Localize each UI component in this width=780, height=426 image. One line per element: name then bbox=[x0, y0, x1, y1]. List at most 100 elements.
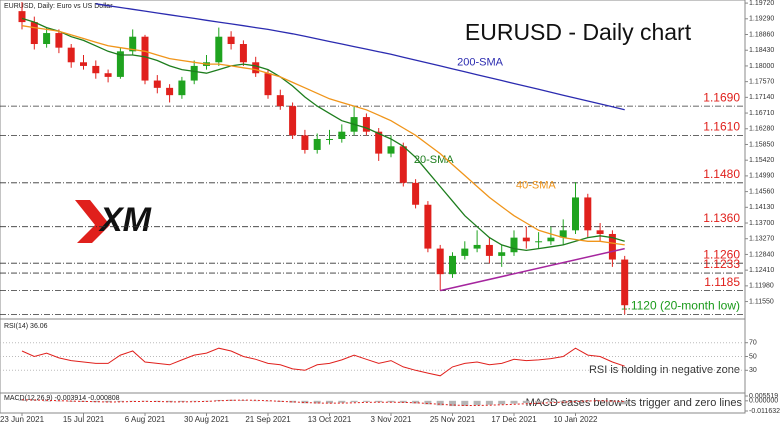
chart-subtitle: EURUSD, Daily: Euro vs US Dollar bbox=[4, 3, 113, 10]
sma-line bbox=[21, 17, 625, 252]
y-tick-label: 70 bbox=[749, 340, 757, 347]
sma-line bbox=[21, 25, 625, 246]
x-tick-label: 23 Jun 2021 bbox=[0, 415, 45, 424]
macd-bar bbox=[166, 400, 174, 403]
candle-body bbox=[264, 73, 272, 96]
macd-bar bbox=[399, 400, 407, 403]
macd-bar bbox=[301, 400, 309, 404]
candle-body bbox=[375, 131, 383, 154]
level-label: 1.1185 bbox=[704, 275, 740, 289]
candle-body bbox=[215, 36, 223, 63]
macd-bar bbox=[436, 400, 444, 406]
candle-body bbox=[399, 146, 407, 183]
y-tick-label: 1.13270 bbox=[749, 236, 774, 243]
macd-bar bbox=[608, 400, 616, 403]
level-label: 1.1360 bbox=[703, 211, 740, 225]
candle-body bbox=[485, 244, 493, 256]
macd-bar bbox=[30, 400, 38, 401]
x-tick-label: 13 Oct 2021 bbox=[308, 415, 352, 424]
y-tick-label: 1.11980 bbox=[749, 283, 774, 290]
y-tick-label: 0.000000 bbox=[749, 398, 778, 405]
candle-body bbox=[301, 135, 309, 150]
x-tick-label: 30 Aug 2021 bbox=[184, 415, 229, 424]
candle-body bbox=[55, 33, 63, 48]
x-tick-label: 3 Nov 2021 bbox=[371, 415, 412, 424]
candle-body bbox=[547, 237, 555, 242]
macd-bar bbox=[313, 400, 321, 404]
annotation: MACD eases below its trigger and zero li… bbox=[526, 397, 743, 409]
candle-body bbox=[276, 95, 284, 107]
y-tick-label: 1.17570 bbox=[749, 78, 774, 85]
candle-body bbox=[473, 244, 481, 249]
macd-bar bbox=[190, 400, 198, 402]
candle-body bbox=[116, 51, 124, 77]
y-tick-label: 1.16280 bbox=[749, 126, 774, 133]
candle-body bbox=[190, 65, 198, 81]
panel-label: RSI(14) 36.06 bbox=[4, 323, 48, 330]
macd-bar bbox=[424, 400, 432, 405]
y-tick-label: 30 bbox=[749, 367, 757, 374]
candle-body bbox=[252, 62, 260, 74]
candle-body bbox=[522, 237, 530, 242]
candle-body bbox=[178, 80, 186, 96]
candle-body bbox=[621, 259, 629, 306]
macd-bar bbox=[387, 400, 395, 403]
signal-line bbox=[21, 399, 625, 406]
macd-bar bbox=[18, 399, 26, 401]
macd-bar bbox=[252, 400, 260, 402]
macd-bar bbox=[498, 400, 506, 405]
trendline bbox=[440, 247, 625, 292]
candle-body bbox=[559, 230, 567, 238]
x-tick-label: 21 Sep 2021 bbox=[245, 415, 291, 424]
y-tick-label: 1.12410 bbox=[749, 267, 774, 274]
y-tick-label: 50 bbox=[749, 353, 757, 360]
candle-body bbox=[80, 62, 87, 66]
macd-bar bbox=[559, 400, 567, 402]
x-tick-label: 25 Nov 2021 bbox=[430, 415, 476, 424]
candle-body bbox=[166, 87, 174, 96]
x-tick-label: 10 Jan 2022 bbox=[553, 415, 598, 424]
macd-bar bbox=[362, 400, 370, 402]
level-label: 1.1260 bbox=[703, 247, 740, 261]
y-tick-label: 1.17140 bbox=[749, 94, 774, 101]
candle-body bbox=[362, 117, 370, 132]
macd-bar bbox=[116, 400, 124, 402]
candle-body bbox=[104, 73, 112, 77]
candle-body bbox=[43, 33, 51, 45]
y-tick-label: 1.14560 bbox=[749, 188, 774, 195]
candle-body bbox=[596, 230, 604, 234]
candle-body bbox=[18, 11, 26, 23]
candle-body bbox=[608, 233, 616, 260]
annotation: RSI is holding in negative zone bbox=[589, 364, 740, 376]
y-tick-label: 1.19720 bbox=[749, 0, 774, 7]
logo-text: XM bbox=[98, 201, 152, 239]
macd-bar bbox=[289, 400, 297, 403]
y-tick-label: 1.19290 bbox=[749, 16, 774, 23]
level-label: 1.1233 bbox=[703, 257, 740, 271]
macd-bar bbox=[129, 400, 137, 402]
y-tick-label: 1.14130 bbox=[749, 204, 774, 211]
macd-bar bbox=[141, 400, 149, 402]
y-tick-label: 1.16710 bbox=[749, 110, 774, 117]
chart-title: EURUSD - Daily chart bbox=[465, 19, 692, 45]
macd-bar bbox=[326, 400, 333, 404]
candle-body bbox=[461, 248, 469, 256]
panel-label: MACD(12,26,9) -0.003914 -0.000808 bbox=[4, 395, 120, 402]
candle-body bbox=[239, 44, 247, 63]
candle-body bbox=[412, 182, 420, 205]
macd-bar bbox=[461, 400, 469, 406]
macd-bar bbox=[104, 400, 112, 403]
macd-bar bbox=[449, 400, 456, 407]
candle-body bbox=[498, 252, 506, 256]
macd-bar bbox=[338, 400, 346, 403]
candle-body bbox=[584, 197, 592, 231]
level-label: 1.1690 bbox=[703, 90, 740, 104]
macd-bar bbox=[375, 400, 383, 403]
macd-bar bbox=[572, 400, 579, 402]
y-tick-label: 1.12840 bbox=[749, 251, 774, 258]
candle-body bbox=[67, 47, 75, 63]
macd-bar bbox=[510, 400, 518, 404]
candle-body bbox=[326, 138, 333, 140]
